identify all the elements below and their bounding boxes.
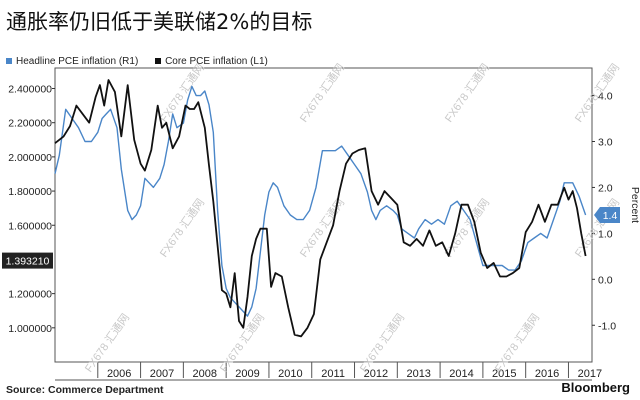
x-tick-label-4: 2010	[278, 368, 302, 380]
right-tick-label-1: 3.0	[598, 137, 613, 149]
left-value-marker-label: 1.393210	[6, 256, 50, 268]
right-tick-label-0: 4.0	[598, 91, 613, 103]
x-tick-label-0: 2006	[107, 368, 131, 380]
legend-label-headline: Headline PCE inflation (R1)	[16, 56, 139, 67]
legend-swatch-headline	[6, 58, 12, 65]
series-line-headline	[54, 85, 587, 317]
x-tick-label-8: 2014	[449, 368, 473, 380]
x-tick-label-10: 2016	[535, 368, 559, 380]
right-tick-label-2: 2.0	[598, 182, 613, 194]
right-value-marker-label: 1.4	[603, 210, 618, 222]
left-tick-label-4: 1.600000	[8, 220, 52, 232]
left-value-marker	[2, 252, 53, 269]
brand-logo: Bloomberg	[561, 380, 630, 395]
left-tick-label-2: 2.000000	[8, 152, 52, 164]
legend-item-core: Core PCE inflation (L1)	[155, 56, 268, 67]
legend-label-core: Core PCE inflation (L1)	[165, 56, 268, 67]
left-tick-label-0: 2.400000	[8, 84, 52, 96]
x-tick-label-6: 2012	[364, 368, 388, 380]
series-line-core	[54, 79, 587, 338]
right-value-marker	[594, 207, 620, 223]
right-tick-label-5: -1.0	[598, 320, 616, 332]
source-note: Source: Commerce Department	[6, 384, 164, 396]
plot-frame	[54, 67, 593, 363]
x-tick-label-11: 2017	[578, 368, 602, 380]
x-tick-label-1: 2007	[150, 368, 174, 380]
x-tick-label-9: 2015	[492, 368, 516, 380]
legend-item-headline: Headline PCE inflation (R1)	[6, 56, 138, 67]
legend-swatch-core	[155, 58, 162, 65]
x-tick-label-5: 2011	[321, 368, 345, 380]
x-tick-label-7: 2013	[406, 368, 430, 380]
left-tick-label-3: 1.800000	[8, 186, 52, 198]
right-tick-label-4: 0.0	[598, 274, 613, 286]
x-tick-label-2: 2008	[193, 368, 217, 380]
left-tick-label-5: 1.200000	[8, 289, 52, 301]
chart-title: 通胀率仍旧低于美联储2%的目标	[6, 10, 313, 34]
x-tick-label-3: 2009	[235, 368, 259, 380]
left-tick-label-1: 2.200000	[8, 118, 52, 130]
right-tick-label-3: 1.0	[598, 228, 613, 240]
right-axis-label: Percent	[629, 187, 640, 223]
legend: Headline PCE inflation (R1) Core PCE inf…	[6, 56, 282, 67]
left-tick-label-6: 1.000000	[8, 323, 52, 335]
